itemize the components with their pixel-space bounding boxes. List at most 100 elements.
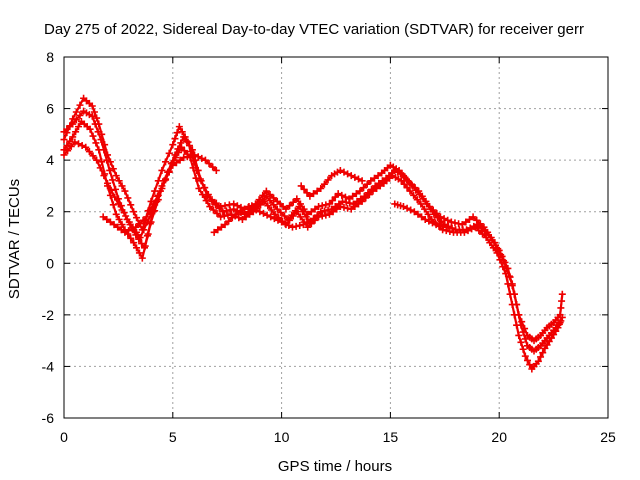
data-point <box>413 196 421 204</box>
data-point <box>521 352 529 360</box>
data-point <box>428 219 436 227</box>
data-point <box>138 254 146 262</box>
data-point <box>295 203 303 211</box>
data-point <box>208 197 216 205</box>
data-point <box>292 222 300 230</box>
data-point <box>420 205 428 213</box>
data-point <box>109 176 117 184</box>
grid <box>64 57 608 418</box>
data-point <box>206 203 214 211</box>
data-point <box>72 108 80 116</box>
data-point <box>124 194 132 202</box>
data-point <box>555 320 563 328</box>
data-point <box>212 166 220 174</box>
data-point <box>205 160 213 168</box>
data-point <box>342 198 350 206</box>
data-point <box>526 361 534 369</box>
data-point <box>260 197 268 205</box>
data-point <box>110 221 118 229</box>
data-point <box>201 156 209 164</box>
data-point <box>217 213 225 221</box>
data-point <box>121 228 129 236</box>
data-point <box>201 184 209 192</box>
data-point <box>140 226 148 234</box>
data-point <box>130 208 138 216</box>
data-point <box>539 349 547 357</box>
data-point <box>162 175 170 183</box>
data-point <box>521 335 529 343</box>
data-point <box>315 203 323 211</box>
data-point <box>141 242 149 250</box>
data-point <box>135 249 143 257</box>
data-point <box>344 204 352 212</box>
data-point <box>407 206 415 214</box>
data-point <box>144 230 152 238</box>
data-point <box>217 223 225 231</box>
data-point <box>306 192 314 200</box>
data-point <box>189 164 197 172</box>
data-point <box>293 208 301 216</box>
data-point <box>415 191 423 199</box>
data-point <box>475 227 483 235</box>
y-tick-label: 6 <box>46 101 54 117</box>
data-point <box>226 206 234 214</box>
data-point <box>82 143 90 151</box>
data-point <box>89 152 97 160</box>
data-point <box>324 206 332 214</box>
data-point <box>537 353 545 361</box>
data-point <box>210 228 218 236</box>
series-track-4 <box>60 138 220 241</box>
data-point <box>89 132 97 140</box>
data-point <box>482 234 490 241</box>
data-point <box>408 182 416 190</box>
data-point <box>414 210 422 218</box>
data-point <box>513 321 521 329</box>
data-point <box>439 222 447 230</box>
data-point <box>471 223 479 231</box>
data-point <box>75 140 83 148</box>
data-point <box>534 357 542 365</box>
data-point <box>249 204 257 212</box>
data-point <box>221 221 229 229</box>
data-point <box>72 128 80 136</box>
data-point <box>455 220 463 228</box>
data-point <box>130 239 138 247</box>
data-point <box>230 205 238 213</box>
data-point <box>412 186 420 194</box>
data-point <box>214 226 222 234</box>
data-point <box>259 209 267 217</box>
y-tick-label: 8 <box>46 49 54 65</box>
data-point <box>270 194 278 202</box>
data-point <box>370 174 378 182</box>
data-point <box>469 213 477 221</box>
data-point <box>106 218 114 226</box>
data-point <box>360 184 368 192</box>
data-point <box>468 225 476 233</box>
data-point <box>515 331 523 339</box>
data-point <box>465 215 473 223</box>
y-axis-title: SDTVAR / TECUs <box>6 179 23 299</box>
data-point <box>221 202 229 210</box>
data-point <box>424 210 432 218</box>
series-track-5 <box>99 192 162 236</box>
data-point <box>209 163 217 171</box>
data-point <box>109 165 117 173</box>
data-point <box>334 190 342 198</box>
data-point <box>447 218 455 226</box>
data-point <box>197 177 205 185</box>
data-point <box>367 177 375 185</box>
x-tick-label: 20 <box>491 429 507 445</box>
data-point <box>322 211 330 219</box>
data-point <box>67 142 75 150</box>
data-point <box>224 211 232 219</box>
data-point <box>264 202 272 210</box>
data-point <box>178 128 186 136</box>
data-point <box>185 142 193 150</box>
series-track-8 <box>391 200 451 231</box>
data-point <box>346 199 354 207</box>
data-point <box>273 205 281 213</box>
data-point <box>96 164 104 172</box>
data-point <box>451 219 459 227</box>
data-point <box>66 137 74 145</box>
